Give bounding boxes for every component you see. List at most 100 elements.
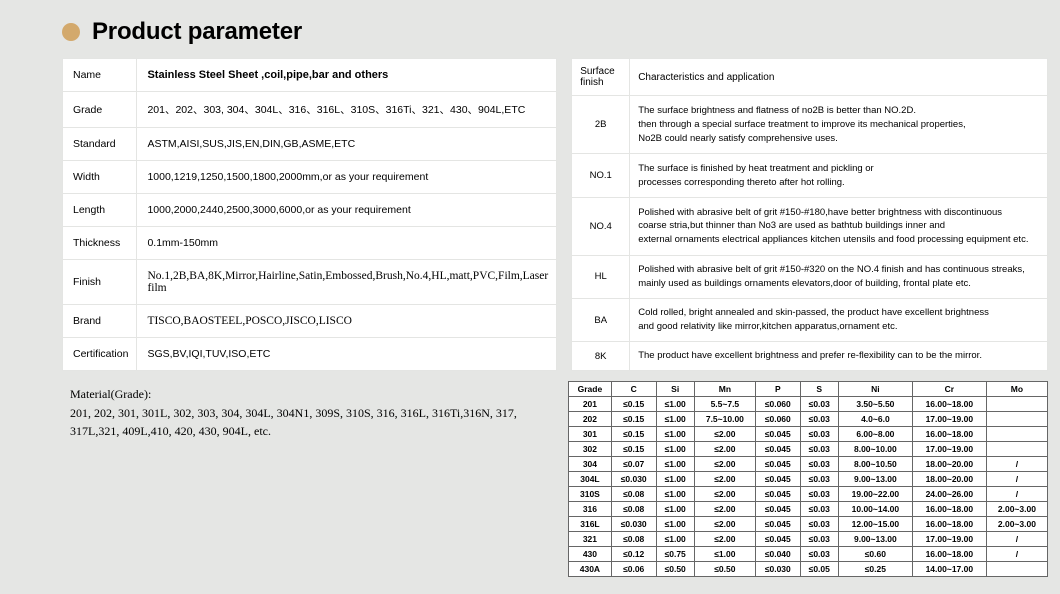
- chem-cell: ≤0.60: [838, 547, 912, 562]
- table-row: 310S≤0.08≤1.00≤2.00≤0.045≤0.0319.00~22.0…: [569, 487, 1048, 502]
- col-header: Mn: [694, 382, 755, 397]
- param-label: Width: [63, 161, 137, 194]
- table-row: 202≤0.15≤1.007.5~10.00≤0.060≤0.034.0~6.0…: [569, 412, 1048, 427]
- chem-cell: ≤0.03: [800, 487, 838, 502]
- chem-cell: 3.50~5.50: [838, 397, 912, 412]
- chem-cell: 7.5~10.00: [694, 412, 755, 427]
- chem-cell: [986, 412, 1047, 427]
- chem-cell: 16.00~18.00: [912, 502, 986, 517]
- chem-cell: ≤2.00: [694, 472, 755, 487]
- chem-cell: 16.00~18.00: [912, 517, 986, 532]
- chem-cell: ≤0.045: [755, 442, 800, 457]
- table-header-row: GradeCSiMnPSNiCrMo: [569, 382, 1048, 397]
- chem-cell: 310S: [569, 487, 612, 502]
- table-row: 430≤0.12≤0.75≤1.00≤0.040≤0.03≤0.6016.00~…: [569, 547, 1048, 562]
- chem-cell: ≤0.045: [755, 517, 800, 532]
- finish-desc: Polished with abrasive belt of grit #150…: [630, 197, 1048, 255]
- col-header: S: [800, 382, 838, 397]
- chemical-composition-table: GradeCSiMnPSNiCrMo201≤0.15≤1.005.5~7.5≤0…: [568, 381, 1048, 577]
- chem-cell: 316: [569, 502, 612, 517]
- chem-cell: [986, 427, 1047, 442]
- chem-cell: 24.00~26.00: [912, 487, 986, 502]
- bottom-row: Material(Grade): 201, 202, 301, 301L, 30…: [0, 371, 1060, 577]
- chem-cell: 17.00~19.00: [912, 532, 986, 547]
- chem-cell: 18.00~20.00: [912, 457, 986, 472]
- chem-cell: 9.00~13.00: [838, 472, 912, 487]
- chem-cell: ≤0.75: [656, 547, 694, 562]
- param-value: Stainless Steel Sheet ,coil,pipe,bar and…: [137, 59, 557, 92]
- table-row: 430A≤0.06≤0.50≤0.50≤0.030≤0.05≤0.2514.00…: [569, 562, 1048, 577]
- chem-cell: ≤0.03: [800, 427, 838, 442]
- chem-cell: ≤0.045: [755, 502, 800, 517]
- chem-cell: 302: [569, 442, 612, 457]
- chem-cell: ≤0.060: [755, 397, 800, 412]
- chem-cell: /: [986, 487, 1047, 502]
- param-value: TISCO,BAOSTEEL,POSCO,JISCO,LISCO: [137, 305, 557, 338]
- chem-cell: ≤2.00: [694, 487, 755, 502]
- chem-cell: 17.00~19.00: [912, 412, 986, 427]
- chem-cell: 301: [569, 427, 612, 442]
- chem-cell: ≤2.00: [694, 442, 755, 457]
- table-header-row: Surface finishCharacteristics and applic…: [572, 59, 1048, 96]
- chem-cell: ≤0.03: [800, 517, 838, 532]
- chem-cell: 16.00~18.00: [912, 427, 986, 442]
- finish-desc: The surface brightness and flatness of n…: [630, 96, 1048, 154]
- chem-cell: ≤0.045: [755, 457, 800, 472]
- col-header: C: [611, 382, 656, 397]
- chem-cell: /: [986, 547, 1047, 562]
- chem-cell: 5.5~7.5: [694, 397, 755, 412]
- param-value: No.1,2B,BA,8K,Mirror,Hairline,Satin,Embo…: [137, 260, 557, 305]
- chem-cell: ≤1.00: [656, 457, 694, 472]
- table-row: NO.1The surface is finished by heat trea…: [572, 154, 1048, 197]
- chem-cell: ≤0.03: [800, 532, 838, 547]
- chem-cell: 2.00~3.00: [986, 502, 1047, 517]
- table-row: Length1000,2000,2440,2500,3000,6000,or a…: [63, 194, 557, 227]
- param-label: Length: [63, 194, 137, 227]
- table-row: FinishNo.1,2B,BA,8K,Mirror,Hairline,Sati…: [63, 260, 557, 305]
- chem-cell: 18.00~20.00: [912, 472, 986, 487]
- table-row: 316L≤0.030≤1.00≤2.00≤0.045≤0.0312.00~15.…: [569, 517, 1048, 532]
- chem-cell: ≤0.03: [800, 502, 838, 517]
- chem-cell: 202: [569, 412, 612, 427]
- table-row: NameStainless Steel Sheet ,coil,pipe,bar…: [63, 59, 557, 92]
- page-header: Product parameter: [0, 0, 1060, 58]
- chem-cell: ≤0.15: [611, 397, 656, 412]
- chem-cell: ≤2.00: [694, 532, 755, 547]
- chem-cell: ≤0.045: [755, 472, 800, 487]
- param-value: 1000,1219,1250,1500,1800,2000mm,or as yo…: [137, 161, 557, 194]
- finish-code: NO.4: [572, 197, 630, 255]
- table-row: NO.4Polished with abrasive belt of grit …: [572, 197, 1048, 255]
- table-row: Thickness0.1mm-150mm: [63, 227, 557, 260]
- table-row: 304L≤0.030≤1.00≤2.00≤0.045≤0.039.00~13.0…: [569, 472, 1048, 487]
- chem-cell: ≤0.03: [800, 412, 838, 427]
- chem-cell: [986, 442, 1047, 457]
- chem-cell: ≤1.00: [656, 532, 694, 547]
- material-title: Material(Grade):: [70, 385, 554, 404]
- param-value: SGS,BV,IQI,TUV,ISO,ETC: [137, 338, 557, 371]
- param-value: 0.1mm-150mm: [137, 227, 557, 260]
- chem-cell: ≤1.00: [656, 502, 694, 517]
- chem-cell: ≤1.00: [656, 487, 694, 502]
- chem-cell: ≤0.030: [611, 472, 656, 487]
- chem-cell: [986, 562, 1047, 577]
- table-row: 8KThe product have excellent brightness …: [572, 342, 1048, 371]
- chem-cell: ≤2.00: [694, 427, 755, 442]
- chem-cell: 16.00~18.00: [912, 547, 986, 562]
- chem-cell: 4.0~6.0: [838, 412, 912, 427]
- chem-cell: 304L: [569, 472, 612, 487]
- chem-cell: [986, 397, 1047, 412]
- param-value: 201、202、303, 304、304L、316、316L、310S、316T…: [137, 92, 557, 128]
- param-label: Standard: [63, 128, 137, 161]
- chem-cell: ≤1.00: [656, 427, 694, 442]
- finish-code: HL: [572, 255, 630, 298]
- material-body: 201, 202, 301, 301L, 302, 303, 304, 304L…: [70, 404, 554, 441]
- chem-cell: ≤0.040: [755, 547, 800, 562]
- chem-cell: ≤0.03: [800, 472, 838, 487]
- col-header: Ni: [838, 382, 912, 397]
- chem-cell: 19.00~22.00: [838, 487, 912, 502]
- chem-cell: 430: [569, 547, 612, 562]
- finish-desc: The product have excellent brightness an…: [630, 342, 1048, 371]
- chem-cell: 17.00~19.00: [912, 442, 986, 457]
- chem-cell: ≤0.045: [755, 427, 800, 442]
- surface-finish-table: Surface finishCharacteristics and applic…: [571, 58, 1048, 371]
